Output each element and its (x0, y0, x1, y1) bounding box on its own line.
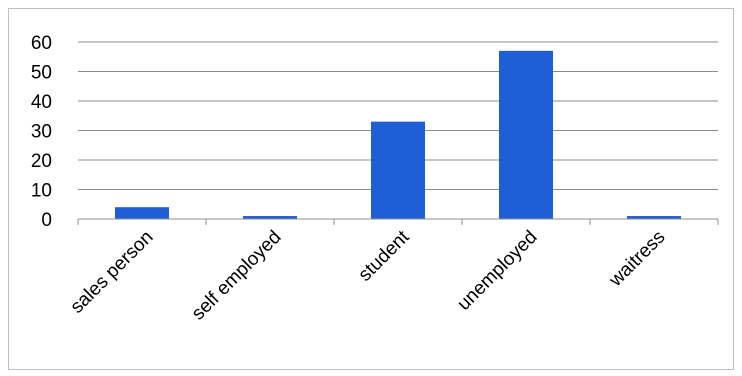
x-axis-category-labels: sales person self employed student unemploy… (67, 226, 670, 324)
x-category-label: unemployed (453, 227, 541, 315)
y-tick-label: 60 (31, 33, 52, 54)
y-tick-label: 20 (31, 151, 52, 172)
x-category-label: waitress (605, 227, 670, 292)
x-category-label: self employed (188, 227, 286, 325)
bar-waitress (627, 216, 681, 219)
y-tick-label: 40 (31, 92, 52, 113)
bar-unemployed (499, 50, 553, 219)
y-tick-label: 0 (41, 210, 52, 231)
bar-self-employed (243, 216, 297, 219)
gridlines (78, 41, 718, 190)
bar-sales-person (115, 207, 169, 219)
y-tick-label: 50 (31, 63, 52, 84)
x-axis (77, 218, 719, 225)
x-category-label: sales person (67, 227, 158, 318)
y-tick-label: 30 (31, 122, 52, 143)
y-tick-label: 10 (31, 181, 52, 202)
bars (115, 50, 681, 219)
y-axis-tick-labels: 0 10 20 30 40 50 60 (31, 33, 52, 231)
bar-student (371, 121, 425, 219)
x-category-label: student (355, 226, 414, 285)
